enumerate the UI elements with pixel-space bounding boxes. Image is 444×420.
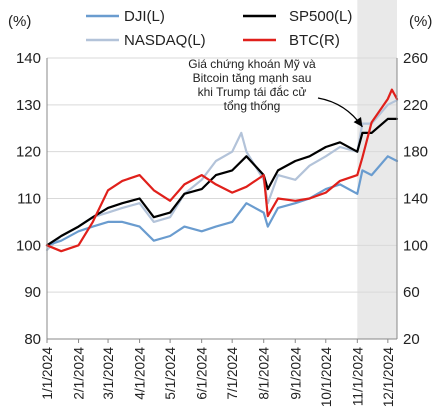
right-tick-label: 100 [403,237,428,254]
annotation-text: Giá chứng khoán Mỹ và [188,57,316,71]
left-tick-label: 90 [24,284,41,301]
series-line-nasdaq-l [45,99,399,252]
x-tick-label: 5/1/2024 [163,347,178,400]
left-tick-label: 110 [17,191,41,208]
right-tick-label: 180 [403,144,428,161]
left-tick-label: 140 [16,50,41,67]
legend-label: BTC(R) [289,32,340,49]
x-tick-label: 12/1/2024 [381,347,396,408]
left-tick-label: 130 [16,97,41,114]
x-tick-label: 7/1/2024 [225,347,240,400]
legend-label: DJI(L) [124,8,165,25]
annotation-text: Bitcoin tăng mạnh sau [193,71,312,85]
series-line-sp500-l [45,117,399,247]
x-tick-label: 2/1/2024 [72,347,87,400]
legend-label: NASDAQ(L) [124,32,206,49]
right-tick-label: 260 [403,50,428,67]
x-tick-label: 1/1/2024 [40,347,55,400]
series-line-dji-l [45,155,399,247]
left-tick-label: 100 [16,237,41,254]
right-tick-label: 60 [403,284,420,301]
right-axis-unit: (%) [409,13,432,30]
left-tick-label: 120 [16,144,41,161]
left-axis-unit: (%) [8,13,31,30]
x-tick-label: 11/1/2024 [350,347,365,407]
x-tick-label: 4/1/2024 [133,347,148,400]
annotation-text: tổng thống [224,99,281,113]
x-tick-label: 10/1/2024 [319,347,334,408]
right-tick-label: 20 [403,331,420,348]
left-tick-label: 80 [24,331,41,348]
x-tick-label: 8/1/2024 [257,347,272,400]
annotation-arrow-head [353,117,363,127]
right-tick-label: 140 [403,191,428,208]
x-tick-label: 6/1/2024 [195,347,210,400]
series-line-btc-r [45,88,399,253]
x-tick-label: 3/1/2024 [101,347,116,400]
legend-label: SP500(L) [289,8,352,25]
annotation-text: khi Trump tái đắc cử [198,84,307,99]
x-tick-label: 9/1/2024 [288,347,303,400]
right-tick-label: 220 [403,97,428,114]
